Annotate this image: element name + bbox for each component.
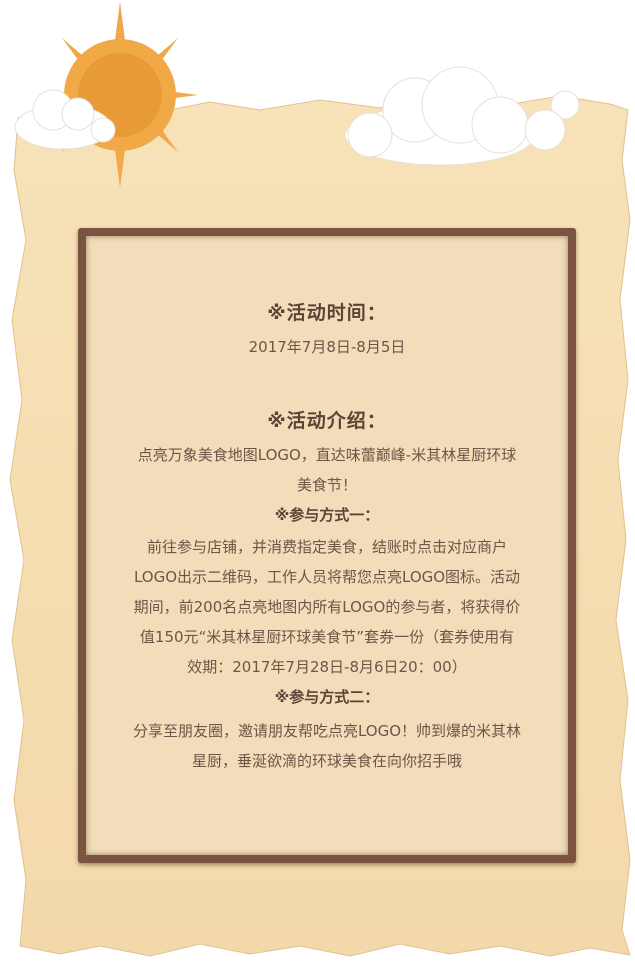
- birds-icon: [237, 17, 369, 105]
- cloud-icon-left: [14, 89, 116, 150]
- method1-line: 前往参与店铺，并消费指定美食，结账时点击对应商户: [146, 538, 507, 556]
- content-frame: [78, 228, 576, 863]
- intro-line: 点亮万象美食地图LOGO，直达味蕾巅峰-米其林星厨环球: [137, 446, 517, 464]
- method2-line: 分享至朋友圈，邀请朋友帮吃点亮LOGO！帅到爆的米其林: [132, 722, 522, 740]
- content-panel: [86, 236, 568, 855]
- time-heading: ※活动时间：: [267, 302, 387, 324]
- method1-line: 效期：2017年7月28日-8月6日20：00）: [187, 658, 467, 676]
- method1-line: 值150元“米其林星厨环球美食节”套券一份（套券使用有: [139, 628, 515, 646]
- time-value: 2017年7月8日-8月5日: [248, 338, 406, 356]
- method1-line: 期间，前200名点亮地图内所有LOGO的参与者，将获得价: [133, 598, 521, 616]
- cloud-icon-right: [344, 66, 580, 166]
- method1-heading: ※参与方式一：: [274, 506, 380, 524]
- method2-line: 星厨，垂涎欲滴的环球美食在向你招手哦: [191, 752, 462, 770]
- method2-heading: ※参与方式二：: [274, 688, 380, 706]
- intro-line: 美食节！: [296, 476, 357, 494]
- event-content: ※活动时间： 2017年7月8日-8月5日 ※活动介绍： 点亮万象美食地图LOG…: [86, 236, 568, 855]
- method1-line: LOGO出示二维码，工作人员将帮您点亮LOGO图标。活动: [133, 568, 521, 586]
- intro-heading: ※活动介绍：: [267, 410, 387, 432]
